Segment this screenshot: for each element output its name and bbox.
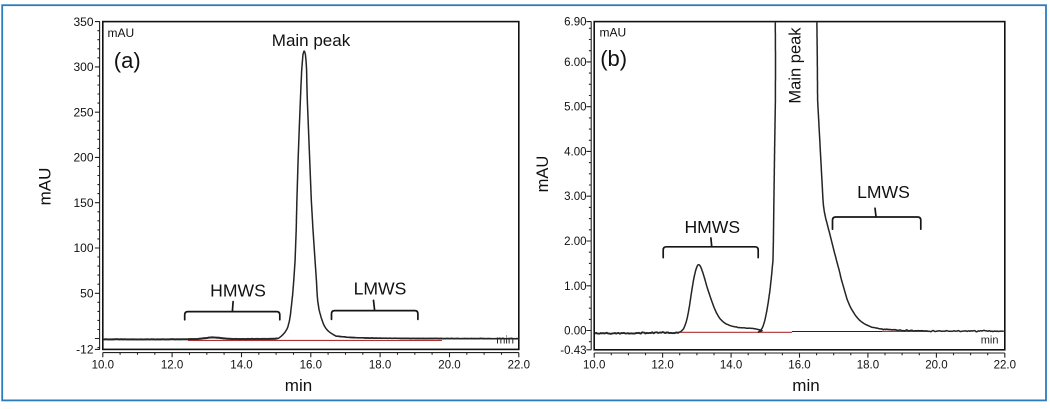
svg-text:(b): (b) xyxy=(600,46,627,71)
svg-text:mAU: mAU xyxy=(600,26,627,40)
svg-text:16.0: 16.0 xyxy=(300,360,322,372)
svg-text:Main peak: Main peak xyxy=(787,27,805,104)
svg-text:150: 150 xyxy=(73,196,93,210)
svg-text:14.0: 14.0 xyxy=(720,360,742,372)
svg-text:mAU: mAU xyxy=(534,156,552,193)
svg-text:-12: -12 xyxy=(76,343,94,357)
svg-text:6.90: 6.90 xyxy=(564,17,586,29)
svg-text:200: 200 xyxy=(73,151,93,165)
svg-text:min: min xyxy=(285,376,312,395)
svg-text:HMWS: HMWS xyxy=(684,217,740,237)
svg-text:16.0: 16.0 xyxy=(788,360,810,372)
svg-text:300: 300 xyxy=(73,60,93,74)
svg-text:(a): (a) xyxy=(114,48,141,73)
svg-text:20.0: 20.0 xyxy=(438,360,460,372)
svg-text:12.0: 12.0 xyxy=(651,360,673,372)
svg-text:10.0: 10.0 xyxy=(583,360,605,372)
svg-text:1.00: 1.00 xyxy=(564,281,586,293)
svg-text:22.0: 22.0 xyxy=(508,360,530,372)
svg-text:-0.43: -0.43 xyxy=(560,345,586,357)
svg-text:0.00: 0.00 xyxy=(564,326,586,338)
svg-text:20.0: 20.0 xyxy=(925,360,947,372)
svg-text:4.00: 4.00 xyxy=(564,146,586,158)
svg-text:14.0: 14.0 xyxy=(230,360,252,372)
svg-text:min: min xyxy=(496,335,514,347)
svg-text:mAU: mAU xyxy=(108,26,135,40)
svg-text:HMWS: HMWS xyxy=(210,281,266,301)
svg-text:Main peak: Main peak xyxy=(272,31,351,50)
svg-text:3.00: 3.00 xyxy=(564,191,586,203)
svg-text:5.00: 5.00 xyxy=(564,102,586,114)
svg-text:12.0: 12.0 xyxy=(161,360,183,372)
svg-text:22.0: 22.0 xyxy=(994,360,1016,372)
svg-text:2.00: 2.00 xyxy=(564,236,586,248)
svg-text:6.00: 6.00 xyxy=(564,57,586,69)
svg-text:min: min xyxy=(981,335,999,347)
svg-text:18.0: 18.0 xyxy=(369,360,391,372)
svg-text:LMWS: LMWS xyxy=(857,182,910,202)
svg-text:250: 250 xyxy=(73,105,93,119)
svg-text:100: 100 xyxy=(73,241,93,255)
svg-text:18.0: 18.0 xyxy=(857,360,879,372)
svg-text:min: min xyxy=(792,376,819,395)
svg-text:350: 350 xyxy=(73,15,93,29)
svg-text:LMWS: LMWS xyxy=(354,278,407,298)
svg-text:mAU: mAU xyxy=(36,168,55,206)
svg-text:50: 50 xyxy=(80,287,94,301)
svg-text:10.0: 10.0 xyxy=(92,360,114,372)
